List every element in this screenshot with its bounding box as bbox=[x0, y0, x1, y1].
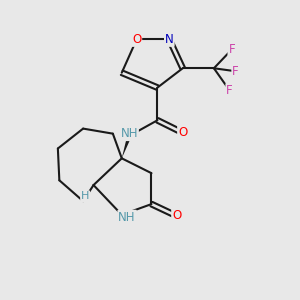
Text: O: O bbox=[178, 126, 187, 139]
Text: F: F bbox=[228, 43, 235, 56]
Text: O: O bbox=[172, 209, 182, 223]
Text: H: H bbox=[81, 191, 89, 201]
Text: O: O bbox=[132, 33, 141, 46]
Text: F: F bbox=[226, 84, 233, 97]
Polygon shape bbox=[122, 131, 133, 158]
Text: N: N bbox=[165, 33, 174, 46]
Text: NH: NH bbox=[120, 127, 138, 140]
Text: NH: NH bbox=[118, 211, 136, 224]
Text: F: F bbox=[232, 65, 239, 78]
